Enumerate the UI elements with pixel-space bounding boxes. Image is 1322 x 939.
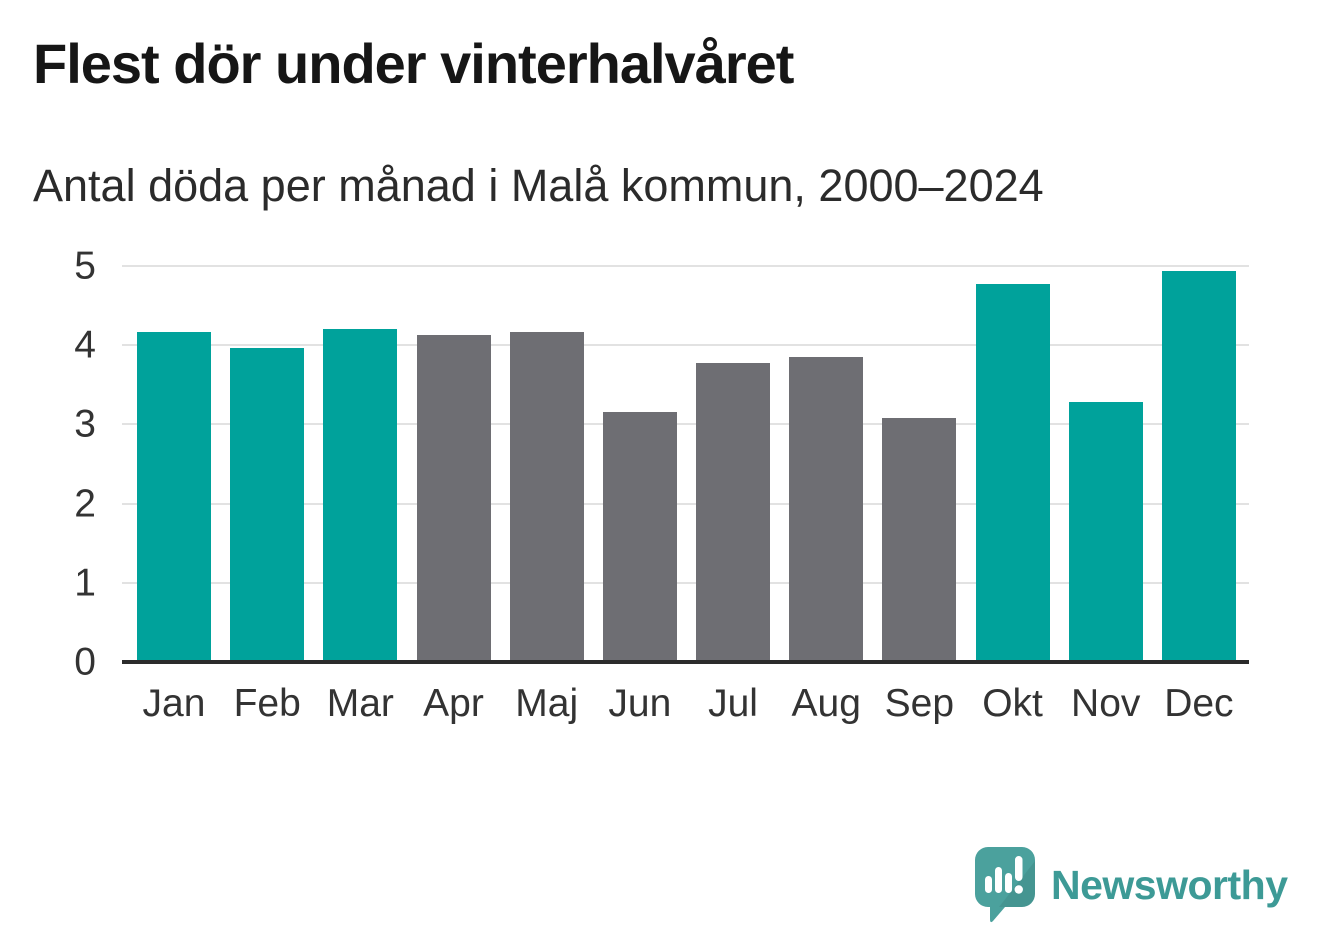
y-axis-tick-label: 5 [74,244,96,288]
bar-maj [509,331,584,662]
x-axis-tick-label-jun: Jun [608,682,672,725]
newsworthy-logo-icon [975,847,1035,923]
x-axis-tick-label-aug: Aug [791,682,861,725]
gridline-y1 [122,581,1249,584]
gridline-y5 [122,265,1249,267]
bar-aug [789,357,864,662]
chart-subtitle: Antal döda per månad i Malå kommun, 2000… [33,160,1044,211]
x-axis-tick-label-maj: Maj [515,682,579,725]
x-axis-tick-label-sep: Sep [884,682,955,725]
bar-feb [230,347,305,662]
x-axis-tick-label-jul: Jul [708,682,758,725]
bar-mar [323,328,398,662]
x-axis-labels: Jan Feb Mar Apr Maj Jun Jul Aug Sep Okt Nov Dec [122,684,1249,723]
y-axis-tick-label: 4 [74,323,96,367]
x-axis-tick-label-jan: Jan [142,682,206,725]
gridline-y3 [122,423,1249,426]
bar-jul [696,363,771,662]
x-axis-tick-label-feb: Feb [233,682,301,725]
y-axis-tick-label: 1 [74,561,96,605]
bar-okt [975,284,1050,662]
x-axis-tick-label-apr: Apr [423,682,484,725]
plot-area: 0 1 2 3 4 5 Jan Feb Mar Apr Maj Jun Jul Aug Sep Okt Nov… [74,247,1249,723]
y-axis-tick-label: 3 [74,402,96,446]
x-axis-tick-label-dec: Dec [1164,682,1234,725]
bar-jun [602,411,677,662]
gridline-y2 [122,502,1249,505]
bar-jan [137,331,211,662]
x-axis-baseline [122,660,1249,664]
bar-nov [1068,402,1143,662]
bar-series [122,266,1249,662]
y-axis-tick-label: 2 [74,482,96,526]
bar-apr [416,334,491,662]
gridline-y4 [122,344,1249,347]
x-axis-tick-label-okt: Okt [982,682,1043,725]
newsworthy-logo: Newsworthy [975,845,1288,925]
bar-sep [882,418,957,662]
x-axis-tick-label-nov: Nov [1071,682,1141,725]
chart-title: Flest dör under vinterhalvåret [33,32,794,95]
bar-dec [1161,270,1236,662]
x-axis-tick-label-mar: Mar [326,682,394,725]
y-axis-tick-label: 0 [74,640,96,684]
brand-name: Newsworthy [1051,861,1288,908]
